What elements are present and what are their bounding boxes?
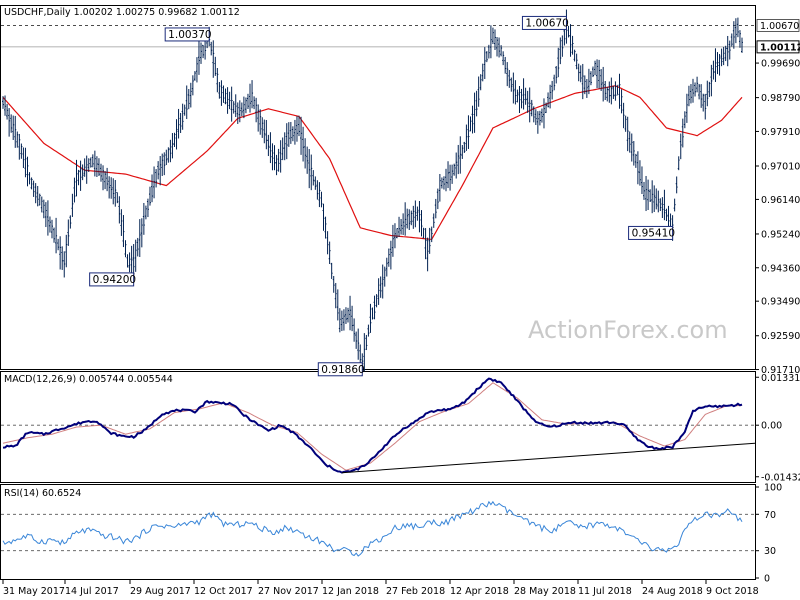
callout-box	[89, 272, 135, 287]
price-axis-label: 0.92590	[761, 331, 800, 342]
price-panel-title: USDCHF,Daily 1.00202 1.00275 0.99682 1.0…	[4, 7, 240, 18]
level-line-price-box	[756, 19, 800, 32]
macd-axis-label: 0.00	[761, 421, 782, 432]
price-axis-label: 0.98790	[761, 93, 800, 104]
rsi-axis-label: 0	[764, 574, 770, 585]
price-axis-label: 0.99690	[761, 59, 800, 70]
watermark: ActionForex.com	[528, 316, 728, 344]
rsi-axis-label: 70	[764, 510, 776, 521]
x-axis-label: 28 May 2018	[514, 586, 576, 597]
rsi-panel-frame	[0, 484, 756, 580]
callout-label: 0.91860	[321, 364, 364, 376]
x-axis-label: 12 Apr 2018	[450, 586, 509, 597]
macd-panel-title: MACD(12,26,9) 0.005744 0.005544	[4, 374, 173, 385]
macd-trendline	[341, 442, 756, 474]
moving-average-line	[2, 85, 743, 240]
callout-box	[164, 27, 210, 42]
x-axis-label: 24 Aug 2018	[642, 586, 703, 597]
x-axis-label: 9 Oct 2018	[706, 586, 759, 597]
price-axis-label: 0.91710	[761, 365, 800, 376]
rsi-panel-title: RSI(14) 60.6524	[4, 488, 81, 499]
macd-line	[2, 377, 743, 474]
callout-label: 1.00370	[168, 29, 211, 41]
x-axis-label: 11 Jul 2018	[578, 586, 632, 597]
callout-label: 0.94200	[93, 274, 136, 286]
macd-panel-frame	[0, 371, 756, 483]
callout-label: 1.00670	[525, 17, 568, 29]
price-axis-label: 0.97910	[761, 127, 800, 138]
last-price-label: 1.00112	[760, 42, 800, 53]
price-axis-label: 0.93490	[761, 297, 800, 308]
callout-box	[317, 362, 363, 377]
price-panel-frame	[0, 5, 756, 370]
x-axis-label: 27 Nov 2017	[258, 586, 319, 597]
x-axis-label: 31 May 2017	[3, 586, 65, 597]
macd-axis-label: 0.013319	[761, 373, 800, 384]
price-axis-label: 0.97010	[761, 161, 800, 172]
x-axis-label: 29 Aug 2017	[130, 586, 191, 597]
x-axis-label: 12 Jan 2018	[322, 586, 379, 597]
level-line-price-label: 1.00670	[760, 21, 799, 32]
callout-box	[521, 15, 567, 30]
last-price-box	[756, 40, 800, 54]
x-axis-label: 14 Jul 2017	[65, 586, 119, 597]
x-axis-label: 27 Feb 2018	[386, 586, 445, 597]
rsi-axis-label: 100	[764, 483, 782, 494]
rsi-line	[2, 500, 743, 557]
x-axis-label: 12 Oct 2017	[194, 586, 253, 597]
price-axis-label: 0.95240	[761, 229, 800, 240]
price-axis-label: 0.94360	[761, 263, 800, 274]
price-axis-label: 0.96140	[761, 195, 800, 206]
macd-axis-label: -0.014323	[761, 472, 800, 483]
callout-label: 0.95410	[632, 227, 675, 239]
rsi-axis-label: 30	[764, 546, 776, 557]
callout-box	[628, 225, 674, 240]
